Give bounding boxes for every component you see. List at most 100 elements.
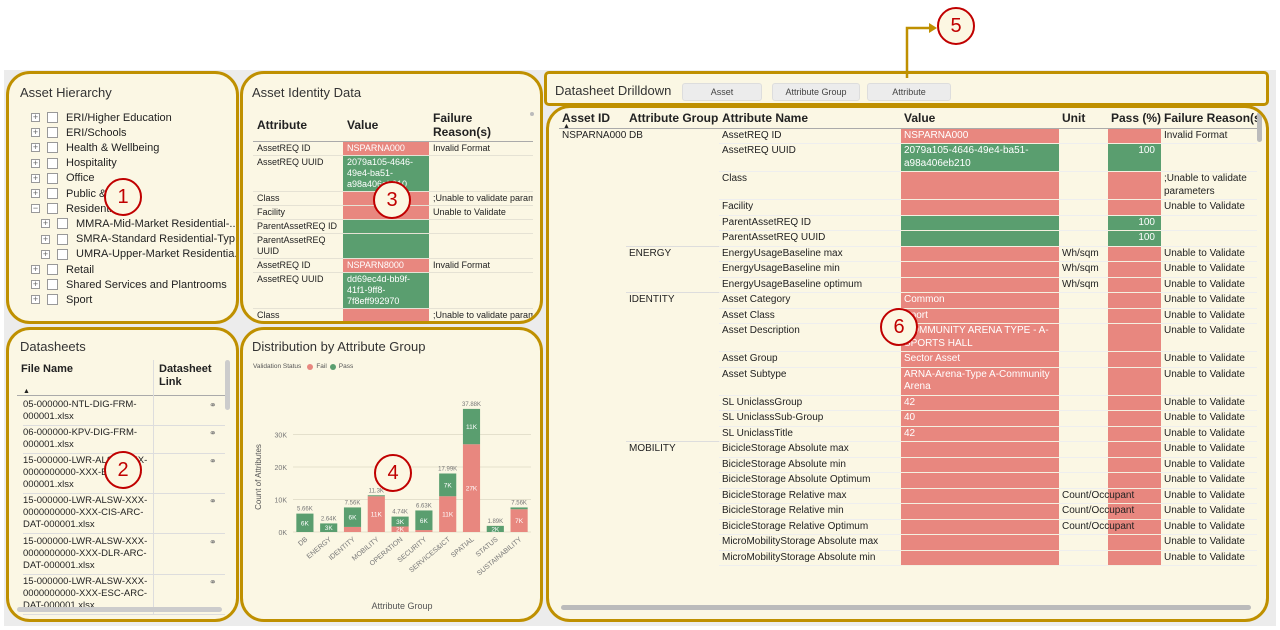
- checkbox[interactable]: [57, 218, 68, 230]
- bar-fail[interactable]: [367, 496, 385, 532]
- bar-pass[interactable]: [510, 507, 528, 510]
- bar-pass[interactable]: [462, 408, 481, 445]
- sort-asc-icon[interactable]: ▲: [23, 388, 30, 395]
- table-row[interactable]: AssetREQ UUID dd69ec4d-bb9f-41f1-9ff8-7f8…: [253, 272, 533, 309]
- checkbox[interactable]: [47, 264, 58, 275]
- hierarchy-item[interactable]: + Sport: [31, 292, 92, 307]
- checkbox[interactable]: [47, 112, 58, 123]
- tab-attribute[interactable]: Attribute: [867, 83, 951, 101]
- list-item[interactable]: 15-000000-LWR-ALSW-XXX-0000000000-XXX-CI…: [23, 495, 225, 534]
- scroll-indicator[interactable]: [530, 112, 534, 116]
- table-row[interactable]: BicicleStorage Relative max Count/Occupan…: [559, 488, 1257, 504]
- horizontal-scrollbar[interactable]: [561, 605, 1251, 610]
- table-row[interactable]: Asset Subtype ARNA-Arena-Type A-Community…: [559, 367, 1257, 396]
- bar-fail[interactable]: [510, 509, 528, 532]
- link-icon[interactable]: ⚭: [209, 456, 217, 466]
- tab-asset[interactable]: Asset: [682, 83, 762, 101]
- col-header-file-name[interactable]: File Name: [21, 363, 73, 375]
- checkbox[interactable]: [57, 233, 68, 245]
- col-header-value[interactable]: Value: [343, 109, 429, 142]
- table-row[interactable]: SL UniclassSub-Group 40 Unable to Validate: [559, 410, 1257, 427]
- table-row[interactable]: BicicleStorage Relative min Count/Occupan…: [559, 503, 1257, 520]
- hierarchy-item[interactable]: + UMRA-Upper-Market Residentia...: [41, 247, 236, 262]
- bar-fail[interactable]: [462, 444, 481, 532]
- checkbox[interactable]: [57, 248, 68, 260]
- expand-toggle-icon[interactable]: −: [31, 203, 40, 214]
- expand-toggle-icon[interactable]: +: [31, 142, 40, 153]
- table-row[interactable]: MOBILITY BicicleStorage Absolute max Unabl…: [559, 441, 1257, 458]
- col-header-datasheet-link[interactable]: Datasheet Link: [159, 363, 212, 388]
- col-header-value[interactable]: Value: [901, 108, 1059, 129]
- table-row[interactable]: BicicleStorage Absolute min Unable to Val…: [559, 457, 1257, 473]
- list-item[interactable]: 15-000000-LWR-ALSW-XXX-0000000000-XXX-ES…: [23, 576, 225, 615]
- bar-pass[interactable]: [367, 495, 385, 497]
- expand-toggle-icon[interactable]: +: [31, 188, 40, 198]
- hierarchy-item[interactable]: + Hospitality: [31, 156, 117, 171]
- table-row[interactable]: SL UniclassTitle 42 Unable to Validate: [559, 426, 1257, 442]
- checkbox[interactable]: [47, 279, 58, 291]
- hierarchy-item[interactable]: + MMRA-Mid-Market Residential-...: [41, 216, 236, 231]
- checkbox[interactable]: [47, 188, 58, 199]
- list-item[interactable]: 15-000000-LWR-ALSW-XXX-0000000000-XXX-BI…: [23, 455, 225, 494]
- vertical-scrollbar[interactable]: [225, 360, 230, 410]
- col-header-attribute-group[interactable]: Attribute Group: [626, 108, 719, 129]
- link-icon[interactable]: ⚭: [209, 577, 217, 587]
- bar-fail[interactable]: [343, 526, 362, 532]
- link-icon[interactable]: ⚭: [209, 496, 217, 506]
- checkbox[interactable]: [47, 203, 58, 215]
- hierarchy-item[interactable]: + Shared Services and Plantrooms: [31, 277, 227, 292]
- list-item[interactable]: 06-000000-KPV-DIG-FRM-000001.xlsx ⚭: [23, 427, 225, 454]
- expand-toggle-icon[interactable]: +: [31, 157, 40, 168]
- expand-toggle-icon[interactable]: +: [31, 279, 40, 290]
- table-row[interactable]: AssetREQ ID NSPARNA000 Invalid Format: [253, 141, 533, 156]
- link-icon[interactable]: ⚭: [209, 537, 217, 547]
- expand-toggle-icon[interactable]: +: [31, 112, 40, 122]
- table-row[interactable]: IDENTITY Asset Category Common Unable to Va…: [559, 292, 1257, 309]
- expand-toggle-icon[interactable]: +: [41, 248, 50, 259]
- table-row[interactable]: Asset Description COMMUNITY ARENA TYPE - …: [559, 323, 1257, 352]
- expand-toggle-icon[interactable]: +: [31, 172, 40, 183]
- sort-asc-icon[interactable]: ▲: [563, 123, 570, 130]
- expand-toggle-icon[interactable]: +: [41, 233, 50, 244]
- checkbox[interactable]: [47, 294, 58, 306]
- hierarchy-item[interactable]: + Health & Wellbeing: [31, 140, 159, 155]
- expand-toggle-icon[interactable]: +: [31, 127, 40, 138]
- table-row[interactable]: BicicleStorage Absolute Optimum Unable to…: [559, 472, 1257, 489]
- table-row[interactable]: Class ;Unable to validate parameters: [253, 308, 533, 321]
- table-row[interactable]: Class ;Unable to validate parameters: [559, 171, 1257, 200]
- table-row[interactable]: Facility Unable to Validate: [253, 323, 533, 325]
- bar-pass[interactable]: [296, 513, 314, 532]
- table-row[interactable]: SL UniclassGroup 42 Unable to Validate: [559, 395, 1257, 411]
- bar-pass[interactable]: [320, 523, 338, 532]
- col-header-failure-reasons[interactable]: Failure Reason(s): [1161, 108, 1257, 129]
- col-header-asset-id[interactable]: Asset ID: [559, 108, 626, 129]
- table-row[interactable]: AssetREQ UUID 2079a105-4646-49e4-ba51-a98…: [559, 143, 1257, 172]
- table-row[interactable]: EnergyUsageBaseline min Wh/sqm Unable to V…: [559, 261, 1257, 278]
- checkbox[interactable]: [47, 127, 58, 139]
- expand-toggle-icon[interactable]: +: [31, 264, 40, 274]
- col-header-attribute[interactable]: Attribute: [253, 109, 343, 142]
- tab-attribute-group[interactable]: Attribute Group: [772, 83, 860, 101]
- table-row[interactable]: Facility Unable to Validate: [559, 199, 1257, 216]
- table-row[interactable]: Asset Group Sector Asset Unable to Validat…: [559, 351, 1257, 368]
- col-header-pass-percent[interactable]: Pass (%): [1108, 108, 1161, 129]
- bar-pass[interactable]: [391, 516, 409, 527]
- list-item[interactable]: 05-000000-NTL-DIG-FRM-000001.xlsx ⚭: [23, 399, 225, 426]
- table-row[interactable]: BicicleStorage Relative Optimum Count/Occ…: [559, 519, 1257, 535]
- table-row[interactable]: ParentAssetREQ ID: [253, 219, 533, 234]
- bar-pass[interactable]: [486, 525, 504, 532]
- hierarchy-item[interactable]: + Retail: [31, 262, 94, 277]
- checkbox[interactable]: [47, 172, 58, 184]
- hierarchy-item[interactable]: + ERI/Schools: [31, 125, 127, 140]
- bar-fail[interactable]: [415, 530, 433, 532]
- bar-fail[interactable]: [391, 526, 409, 532]
- expand-toggle-icon[interactable]: +: [31, 294, 40, 305]
- table-row[interactable]: ENERGY EnergyUsageBaseline max Wh/sqm Unabl…: [559, 245, 1257, 262]
- expand-toggle-icon[interactable]: +: [41, 218, 50, 229]
- table-row[interactable]: MicroMobilityStorage Absolute min Unable …: [559, 550, 1257, 566]
- table-row[interactable]: ParentAssetREQ UUID: [253, 233, 533, 259]
- table-row[interactable]: ParentAssetREQ ID 100: [559, 215, 1257, 231]
- link-icon[interactable]: ⚭: [209, 428, 217, 438]
- bar-pass[interactable]: [439, 473, 457, 497]
- link-icon[interactable]: ⚭: [209, 400, 217, 410]
